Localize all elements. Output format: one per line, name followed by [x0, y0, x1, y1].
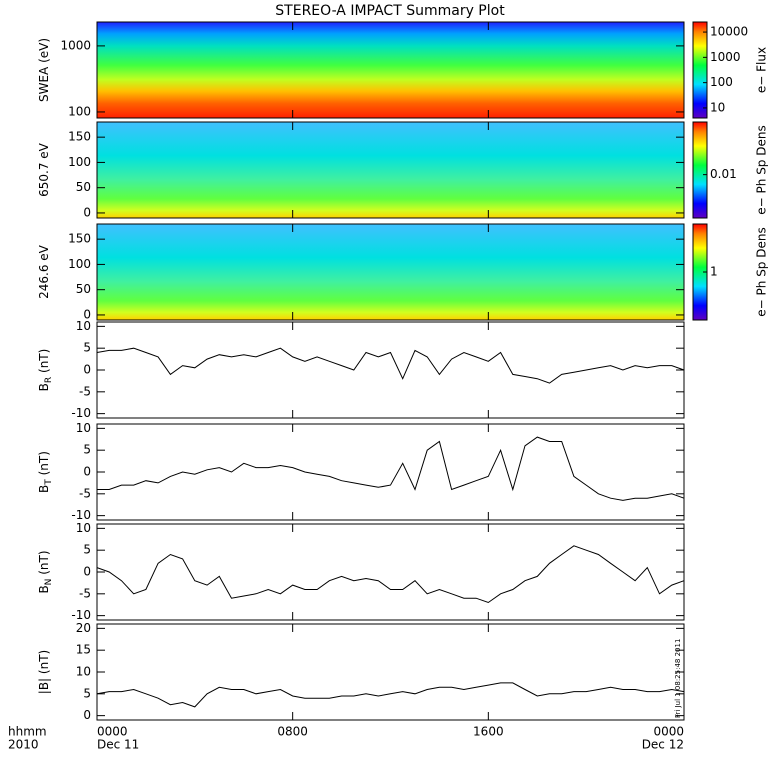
data-line: [96, 682, 685, 708]
y-tick-label: 0: [83, 205, 91, 219]
y-axis-label: BN (nT): [37, 550, 54, 593]
x-tick-label: 0000: [97, 725, 128, 739]
y-tick-label: 100: [68, 104, 91, 118]
y-axis-label-unit: (nT): [37, 349, 51, 373]
y-axis-label-sub: R: [44, 377, 54, 383]
y-tick-label: 100: [68, 257, 91, 271]
y-tick-label: 5: [83, 341, 91, 355]
colorbar-tick-label: 10000: [710, 25, 748, 39]
y-axis-label-unit: (nT): [37, 451, 51, 475]
y-axis-label-text: B: [37, 485, 51, 493]
x-tick-label: 0000: [653, 725, 684, 739]
y-tick-label: 0: [83, 565, 91, 579]
y-tick-label: 10: [76, 665, 91, 679]
y-axis-label-text: 246.6 eV: [37, 244, 51, 299]
data-line: [97, 436, 685, 501]
y-axis-label-text: B: [37, 383, 51, 391]
date-label: Dec 11: [97, 738, 139, 752]
spectrogram: [97, 122, 684, 218]
y-tick-label: -10: [71, 608, 91, 622]
colorbar: [692, 121, 708, 219]
colorbar-tick-label: 1000: [710, 50, 741, 64]
y-tick-label: -10: [71, 406, 91, 420]
y-tick-label: 5: [83, 443, 91, 457]
y-tick-label: 0: [83, 708, 91, 722]
y-axis-label: |B| (nT): [37, 650, 51, 694]
stamp: Fri Jul 1 08:25:48 2011: [674, 639, 682, 718]
y-tick-label: 50: [76, 282, 91, 296]
colorbar-tick-label: 0.01: [710, 167, 737, 181]
x-tick-label: 0800: [277, 725, 308, 739]
y-axis-label-text: SWEA (eV): [37, 38, 51, 102]
x-axis-label: hhmm: [8, 725, 47, 739]
colorbar-tick-label: 10: [710, 100, 725, 114]
y-tick-label: -5: [79, 486, 91, 500]
panel-frame: [96, 121, 685, 219]
y-tick-label: 150: [68, 130, 91, 144]
y-axis-label-text: 650.7 eV: [37, 142, 51, 197]
colorbar-label: e− Ph Sp Dens: [755, 227, 769, 316]
colorbar-label: e− Flux: [755, 47, 769, 93]
data-line: [96, 545, 685, 604]
y-axis-label: BR (nT): [37, 349, 54, 392]
y-tick-label: 1000: [60, 38, 91, 52]
y-axis-label-sub: T: [44, 479, 54, 486]
panel-frame: [96, 223, 685, 321]
colorbar: [692, 21, 708, 119]
panel-frame: [96, 523, 685, 621]
y-axis-label: 246.6 eV: [37, 244, 51, 299]
y-tick-label: 10: [76, 521, 91, 535]
x-tick-label: 1600: [473, 725, 504, 739]
year-label: 2010: [8, 738, 39, 752]
y-tick-label: 150: [68, 232, 91, 246]
y-axis-label-unit: (nT): [37, 550, 51, 574]
y-axis-label-text: B: [37, 585, 51, 593]
panel-frame: [96, 21, 685, 119]
colorbar-tick-label: 100: [710, 75, 733, 89]
spectrogram: [97, 224, 684, 320]
y-tick-label: 0: [83, 465, 91, 479]
panel-frame: [96, 623, 685, 721]
y-axis-label-sub: N: [44, 579, 54, 586]
colorbar-tick-label: 1: [710, 265, 718, 279]
data-line: [96, 347, 685, 384]
y-axis-label: SWEA (eV): [37, 38, 51, 102]
y-tick-label: 0: [83, 363, 91, 377]
date-label: Dec 12: [642, 738, 684, 752]
y-tick-label: 5: [83, 543, 91, 557]
y-tick-label: -10: [71, 508, 91, 522]
colorbar-label: e− Ph Sp Dens: [755, 125, 769, 214]
y-tick-label: 0: [83, 307, 91, 321]
y-tick-label: 20: [76, 621, 91, 635]
spectrogram: [97, 22, 684, 118]
y-tick-label: 50: [76, 180, 91, 194]
panel-frame: [96, 321, 685, 419]
y-axis-label: 650.7 eV: [37, 142, 51, 197]
chart-title: STEREO-A IMPACT Summary Plot: [275, 3, 505, 19]
y-axis-label-text: |B| (nT): [37, 650, 51, 694]
y-tick-label: 15: [76, 643, 91, 657]
y-tick-label: -5: [79, 384, 91, 398]
y-tick-label: 10: [76, 319, 91, 333]
y-tick-label: 5: [83, 686, 91, 700]
y-tick-label: -5: [79, 586, 91, 600]
y-tick-label: 100: [68, 155, 91, 169]
y-tick-label: 10: [76, 421, 91, 435]
y-axis-label: BT (nT): [37, 451, 54, 493]
